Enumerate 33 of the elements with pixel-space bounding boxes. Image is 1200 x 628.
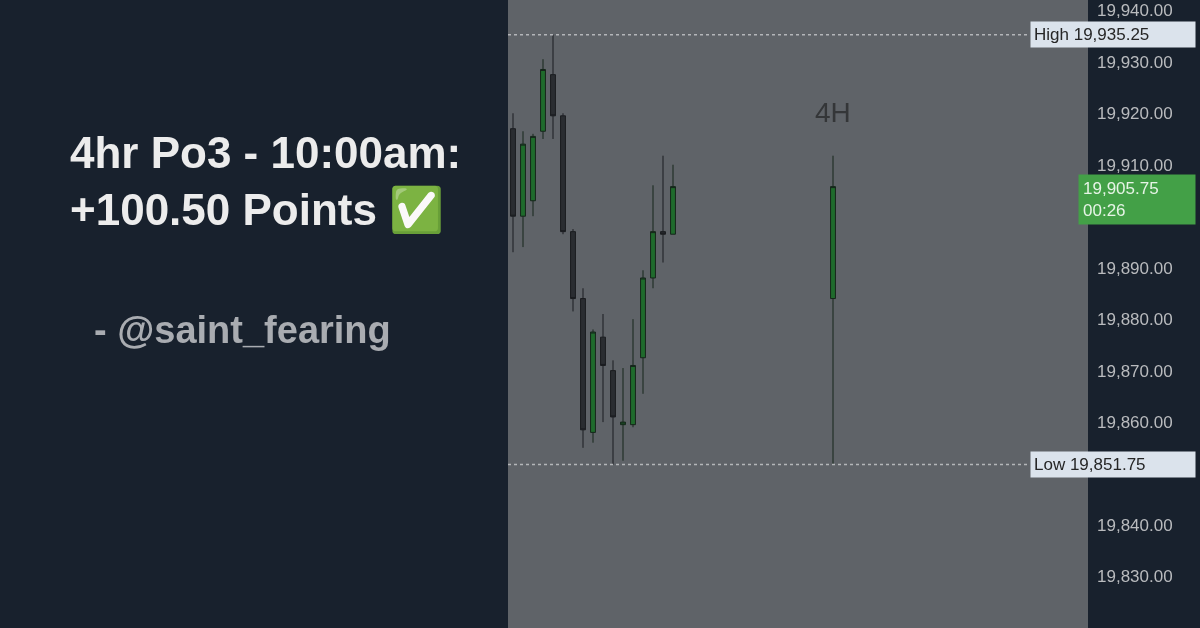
candlestick (520, 130, 526, 248)
ref-line-label: Low 19,851.75 (1034, 455, 1146, 474)
candlestick (590, 328, 596, 444)
candlestick (620, 367, 626, 462)
y-tick-label: 19,840.00 (1097, 516, 1173, 535)
candlestick (650, 184, 656, 289)
candlestick (630, 318, 636, 428)
text: - @saint_fearing (94, 309, 391, 351)
candlestick (550, 34, 556, 140)
y-tick-label: 19,930.00 (1097, 52, 1173, 72)
candlestick (670, 164, 676, 235)
candlestick (570, 228, 576, 312)
y-tick-label: 19,910.00 (1097, 155, 1173, 175)
candlestick (580, 287, 586, 449)
y-tick-label: 19,890.00 (1097, 258, 1173, 278)
y-tick-label: 19,940.00 (1097, 1, 1173, 21)
ref-line-label: High 19,935.25 (1034, 25, 1150, 44)
y-tick-label: 19,880.00 (1097, 310, 1173, 330)
candlestick (560, 112, 566, 235)
candlestick (660, 155, 666, 264)
y-tick-label: 19,870.00 (1097, 361, 1173, 381)
candlestick (640, 269, 646, 395)
y-tick-label: 19,920.00 (1097, 104, 1173, 124)
candlestick (540, 58, 546, 140)
candlestick (610, 359, 616, 466)
candlestick (830, 155, 836, 466)
annotation: 19,905.75 00:26 (1083, 179, 1159, 221)
candlestick (530, 133, 536, 217)
candlestick (510, 112, 516, 253)
y-tick-label: 19,830.00 (1097, 567, 1173, 587)
candlestick (600, 313, 606, 423)
y-tick-label: 19,860.00 (1097, 413, 1173, 433)
text: 4hr Po3 - 10:00am: +100.50 Points ✅ (70, 128, 462, 236)
